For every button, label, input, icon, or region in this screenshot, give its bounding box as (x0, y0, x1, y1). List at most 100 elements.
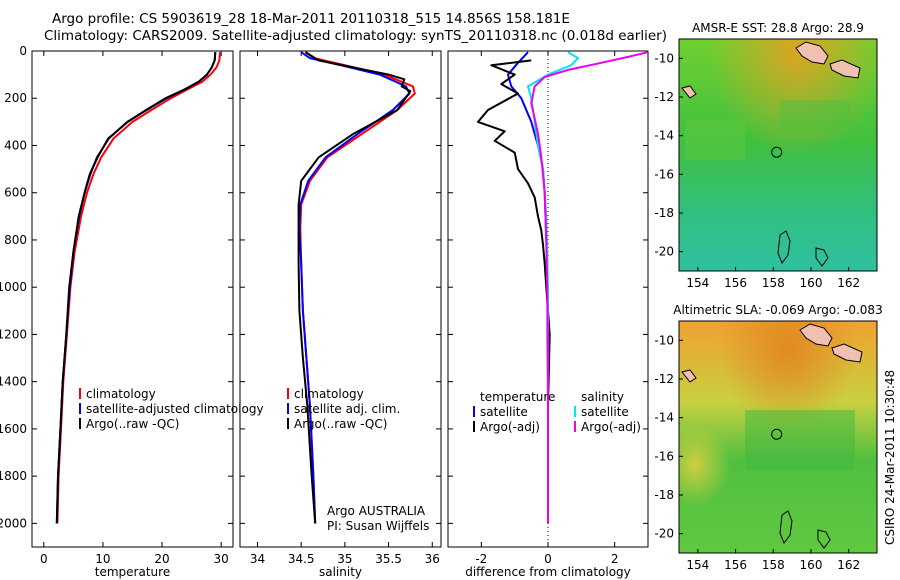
series-line-satellite (298, 51, 411, 524)
sla-map-frame (678, 320, 878, 554)
island-shape (815, 247, 829, 267)
series-line-climatology (56, 52, 221, 524)
map-title: AMSR-E SST: 28.8 Argo: 28.9 (692, 21, 864, 35)
temperature-plot: 0 10 20 30 0 200 400 600 800 1000 1200 1400 1600 1800… (0, 44, 264, 579)
y-tick-label: 200 (4, 91, 27, 105)
x-tick-label: 34.5 (288, 552, 315, 566)
map-y-tick-label: -18 (654, 206, 674, 220)
map-x-tick-label: 154 (686, 558, 709, 572)
legend-title-temperature: temperature (480, 390, 555, 404)
x-axis-label: temperature (95, 565, 170, 579)
y-tick-label: 800 (4, 233, 27, 247)
map-x-tick-label: 156 (724, 558, 747, 572)
map-x-tick-label: 160 (800, 276, 823, 290)
panel-annotation: Argo AUSTRALIA (327, 504, 426, 518)
legend-entry: Argo(..raw -QC) (294, 417, 387, 431)
map-x-tick-label: 158 (762, 558, 785, 572)
map-y-tick-label: -12 (654, 90, 674, 104)
legend-entry: satellite-adjusted climatology (86, 402, 264, 416)
sla-map-axes: Altimetric SLA: -0.069 Argo: -0.083 154 15… (654, 303, 882, 572)
y-tick-label: 0 (19, 44, 27, 58)
y-tick-label: 1800 (0, 469, 27, 483)
x-tick-label: -2 (475, 552, 487, 566)
x-tick-label: 2 (611, 552, 619, 566)
series-line-satellite (55, 52, 217, 524)
x-tick-label: 20 (154, 552, 169, 566)
map-title: Altimetric SLA: -0.069 Argo: -0.083 (673, 303, 882, 317)
legend-title-salinity: salinity (581, 390, 624, 404)
sst-map-frame (678, 38, 878, 272)
map-y-tick-label: -20 (654, 245, 674, 259)
map-x-tick-label: 156 (724, 276, 747, 290)
temperature-panel-frame (31, 50, 234, 548)
map-y-tick-label: -20 (654, 527, 674, 541)
sla-map (679, 321, 877, 553)
island-shape (681, 85, 697, 99)
island-shape (681, 369, 697, 383)
legend-entry: satellite (480, 405, 528, 419)
map-x-tick-label: 160 (800, 558, 823, 572)
map-y-tick-label: -18 (654, 488, 674, 502)
series-line-argo (297, 51, 412, 524)
argo-position-marker (771, 428, 783, 440)
x-tick-label: 34 (250, 552, 265, 566)
map-y-tick-label: -14 (654, 129, 674, 143)
map-y-tick-label: -12 (654, 372, 674, 386)
salinity-plot: 34 34.5 35 35.5 36 salinity climatologysatelli… (240, 50, 441, 579)
map-y-tick-label: -10 (654, 51, 674, 65)
map-x-tick-label: 162 (837, 558, 860, 572)
legend-entry: Argo(-adj) (480, 420, 540, 434)
y-tick-label: 1400 (0, 375, 27, 389)
title-line-1: Argo profile: CS 5903619_28 18-Mar-2011 … (52, 11, 570, 27)
x-tick-label: 36 (425, 552, 440, 566)
x-tick-label: 0 (40, 552, 48, 566)
y-tick-label: 1600 (0, 422, 27, 436)
x-tick-label: 35 (337, 552, 352, 566)
argo-position-marker (771, 146, 783, 158)
x-tick-label: 0 (544, 552, 552, 566)
legend-entry: climatology (86, 387, 156, 401)
island-shape (795, 41, 829, 65)
series-line-temp-satellite (507, 51, 549, 524)
map-x-tick-label: 158 (762, 276, 785, 290)
map-x-tick-label: 154 (686, 276, 709, 290)
sst-map (679, 39, 877, 271)
sst-map-axes: AMSR-E SST: 28.8 Argo: 28.9 154 156 158 160 1… (654, 21, 864, 290)
x-axis-label: difference from climatology (465, 565, 631, 579)
map-y-tick-label: -16 (654, 167, 674, 181)
map-y-tick-label: -14 (654, 411, 674, 425)
y-tick-label: 600 (4, 186, 27, 200)
side-timestamp: CSIRO 24-Mar-2011 10:30:48 (883, 370, 897, 545)
island-shape (777, 230, 791, 265)
legend-entry: satellite adj. clim. (294, 402, 400, 416)
map-y-tick-label: -16 (654, 449, 674, 463)
x-tick-label: 35.5 (375, 552, 402, 566)
x-axis-label: salinity (319, 565, 362, 579)
salinity-panel-frame (239, 50, 442, 548)
x-tick-label: 10 (95, 552, 110, 566)
legend-entry: Argo(-adj) (581, 420, 641, 434)
legend-entry: satellite (581, 405, 629, 419)
island-shape (799, 323, 833, 347)
series-line-argo (55, 52, 217, 524)
series-line-climatology (299, 51, 416, 524)
island-shape (829, 59, 861, 79)
x-tick-label: 30 (214, 552, 229, 566)
series-line-temp-argo (477, 59, 551, 524)
island-shape (817, 529, 831, 549)
panel-annotation: PI: Susan Wijffels (327, 519, 429, 533)
island-shape (831, 343, 863, 363)
y-tick-label: 1000 (0, 280, 27, 294)
y-tick-label: 2000 (0, 516, 27, 530)
series-line-sal-argo (530, 51, 649, 524)
map-x-tick-label: 162 (837, 276, 860, 290)
island-shape (779, 510, 793, 545)
legend-entry: climatology (294, 387, 364, 401)
map-y-tick-label: -10 (654, 333, 674, 347)
y-tick-label: 1200 (0, 327, 27, 341)
y-tick-label: 400 (4, 138, 27, 152)
title-line-2: Climatology: CARS2009. Satellite-adjuste… (44, 28, 667, 44)
legend-entry: Argo(..raw -QC) (86, 417, 179, 431)
